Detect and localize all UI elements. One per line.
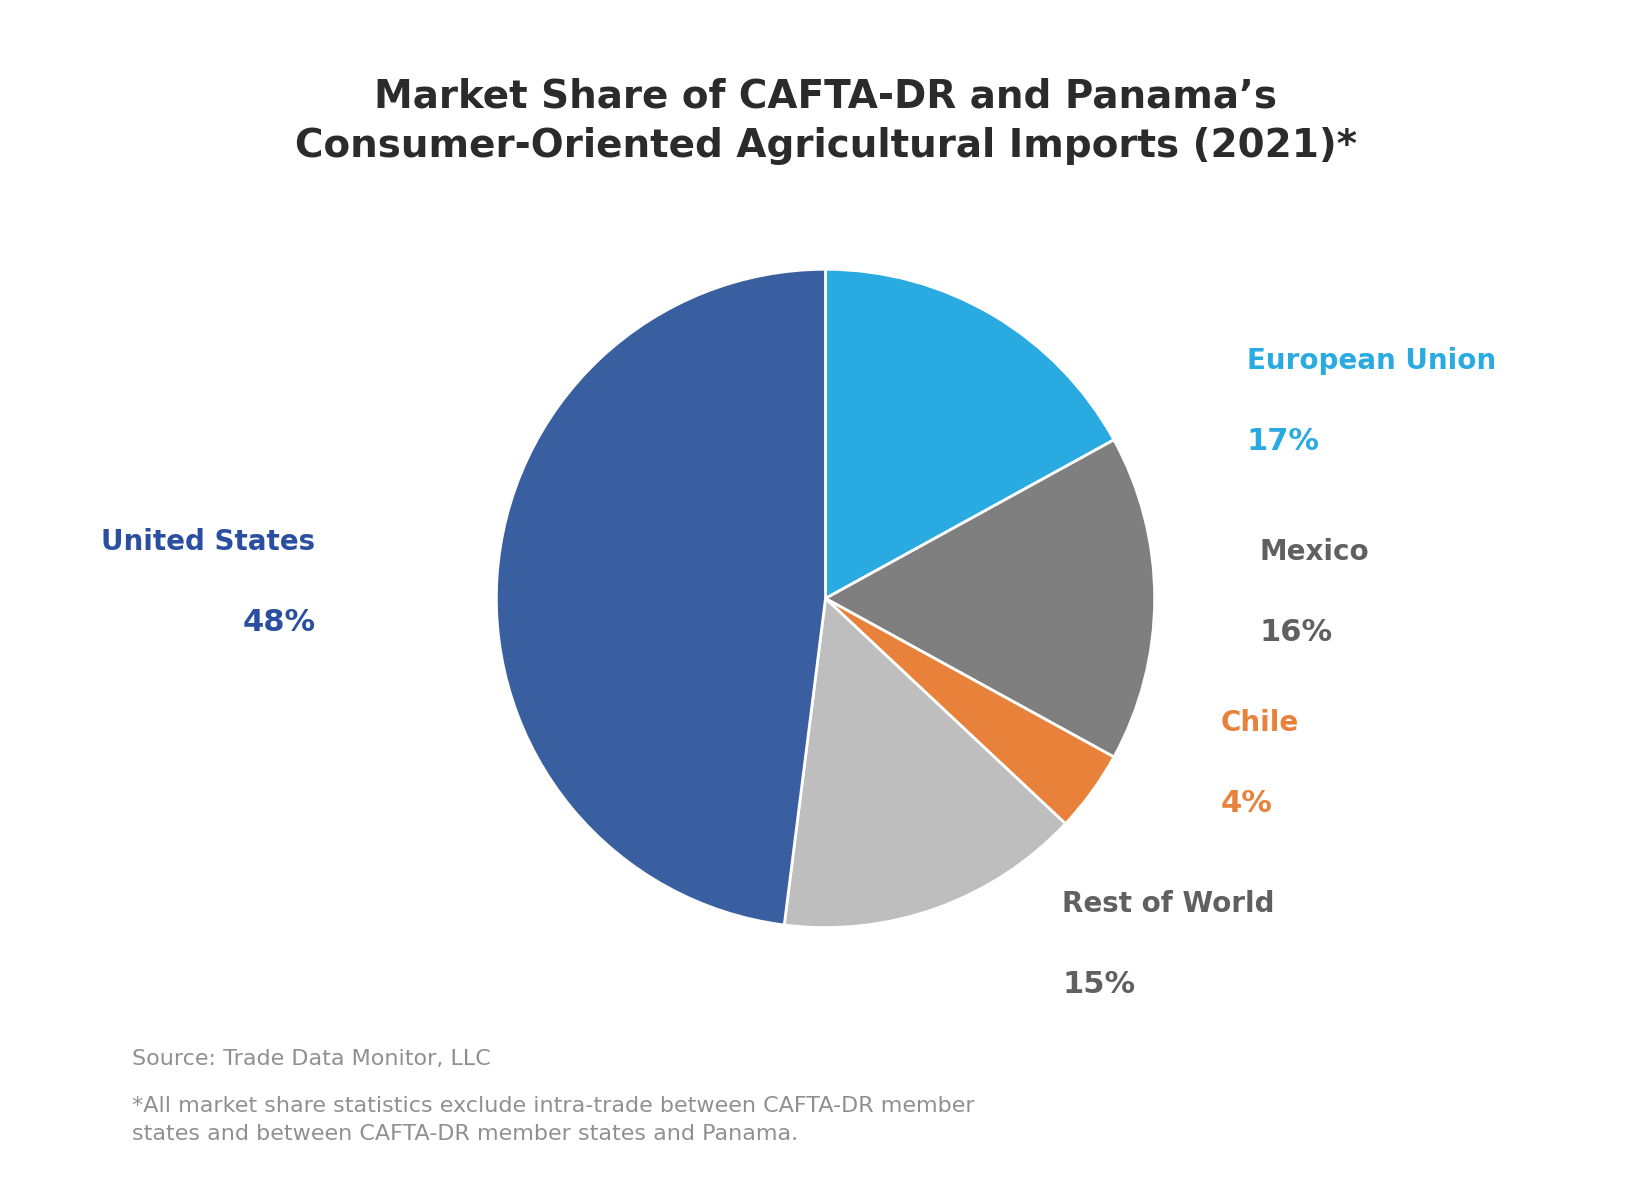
Wedge shape: [826, 269, 1114, 598]
Text: Chile: Chile: [1220, 709, 1299, 737]
Text: European Union: European Union: [1247, 346, 1496, 374]
Text: 16%: 16%: [1260, 619, 1332, 647]
Text: Source: Trade Data Monitor, LLC: Source: Trade Data Monitor, LLC: [132, 1049, 490, 1069]
Text: United States: United States: [101, 527, 315, 556]
Text: 48%: 48%: [243, 608, 315, 638]
Text: Market Share of CAFTA-DR and Panama’s
Consumer-Oriented Agricultural Imports (20: Market Share of CAFTA-DR and Panama’s Co…: [294, 77, 1357, 165]
Text: 17%: 17%: [1247, 428, 1319, 456]
Text: Mexico: Mexico: [1260, 538, 1370, 565]
Wedge shape: [784, 598, 1065, 928]
Text: 4%: 4%: [1220, 789, 1273, 819]
Text: 15%: 15%: [1063, 971, 1136, 999]
Wedge shape: [826, 598, 1114, 824]
Text: Rest of World: Rest of World: [1063, 890, 1275, 917]
Text: *All market share statistics exclude intra-trade between CAFTA-DR member
states : *All market share statistics exclude int…: [132, 1096, 974, 1145]
Wedge shape: [826, 440, 1154, 757]
Wedge shape: [497, 269, 826, 925]
